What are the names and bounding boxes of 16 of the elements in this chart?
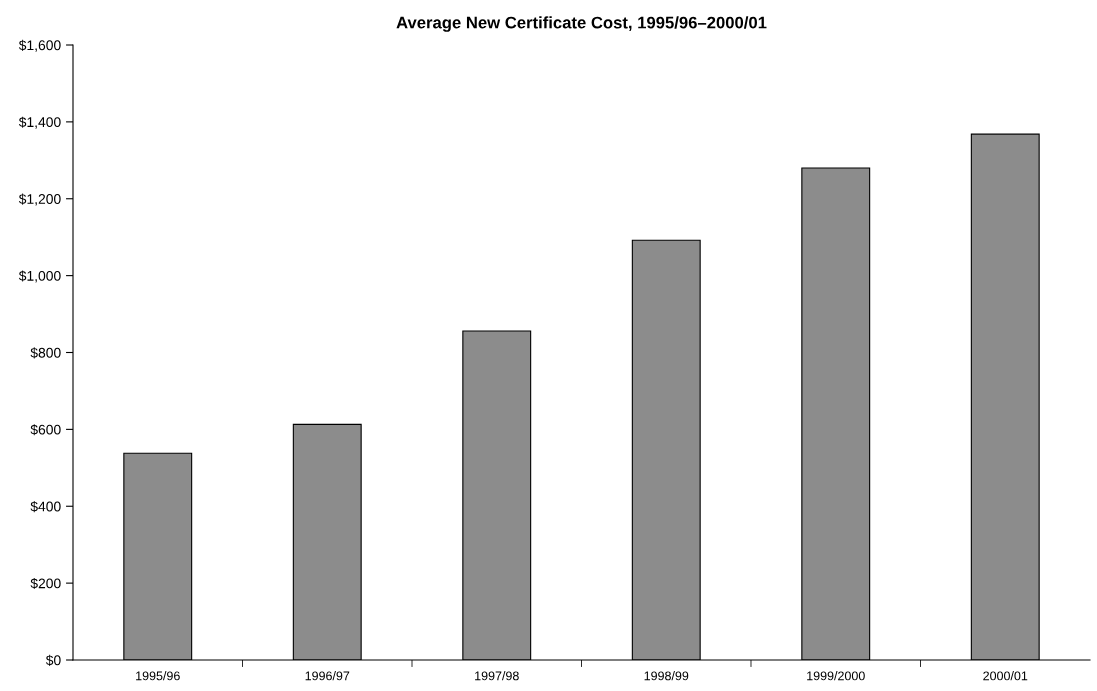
x-tick-label: 1998/99 xyxy=(644,671,689,681)
y-tick-label: $800 xyxy=(30,347,61,359)
y-tick-label: $1,600 xyxy=(18,39,61,52)
x-tick-label: 1997/98 xyxy=(475,671,519,681)
y-tick-label: $0 xyxy=(45,654,61,666)
y-tick-label: $400 xyxy=(30,501,61,513)
y-tick-label: $1,000 xyxy=(18,270,61,283)
x-tick-label: 2000/01 xyxy=(983,671,1028,681)
chart-title: Average New Certificate Cost, 1995/96–2000/01 xyxy=(396,16,767,32)
x-tick-label: 1996/97 xyxy=(305,671,350,681)
x-tick-label: 1999/2000 xyxy=(807,671,865,681)
y-tick-label: $200 xyxy=(30,577,61,590)
y-tick-label: $1,400 xyxy=(18,116,61,129)
y-tick-label: $1,200 xyxy=(18,193,61,206)
y-tick-label: $600 xyxy=(30,424,61,436)
x-tick-label: 1995/96 xyxy=(136,671,180,681)
